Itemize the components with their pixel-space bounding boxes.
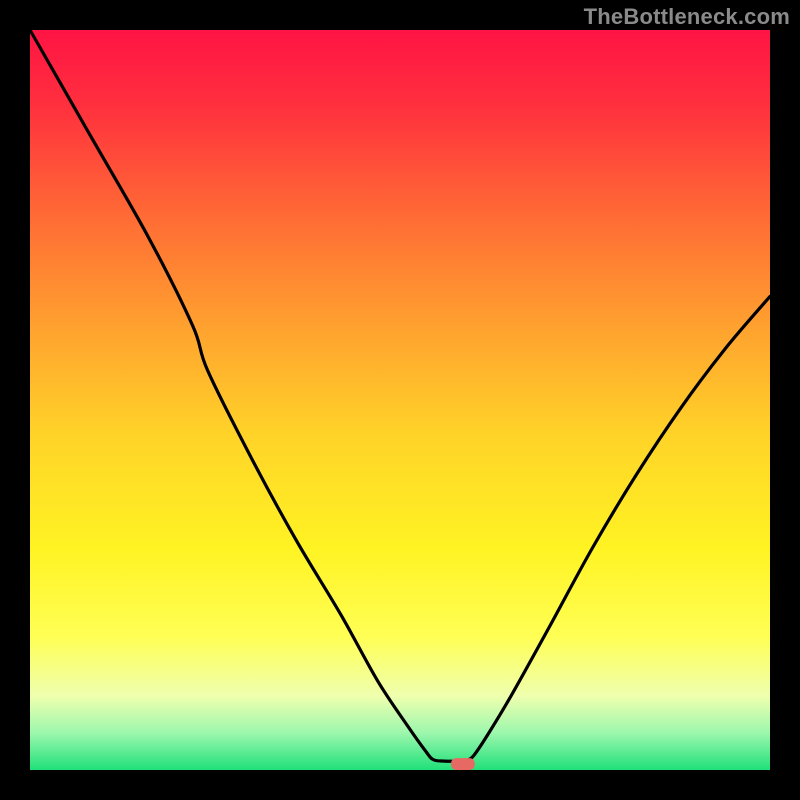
watermark-text: TheBottleneck.com: [584, 4, 790, 30]
bottleneck-chart: [0, 0, 800, 800]
plot-background: [30, 30, 770, 770]
optimal-marker: [451, 758, 475, 770]
chart-stage: TheBottleneck.com: [0, 0, 800, 800]
